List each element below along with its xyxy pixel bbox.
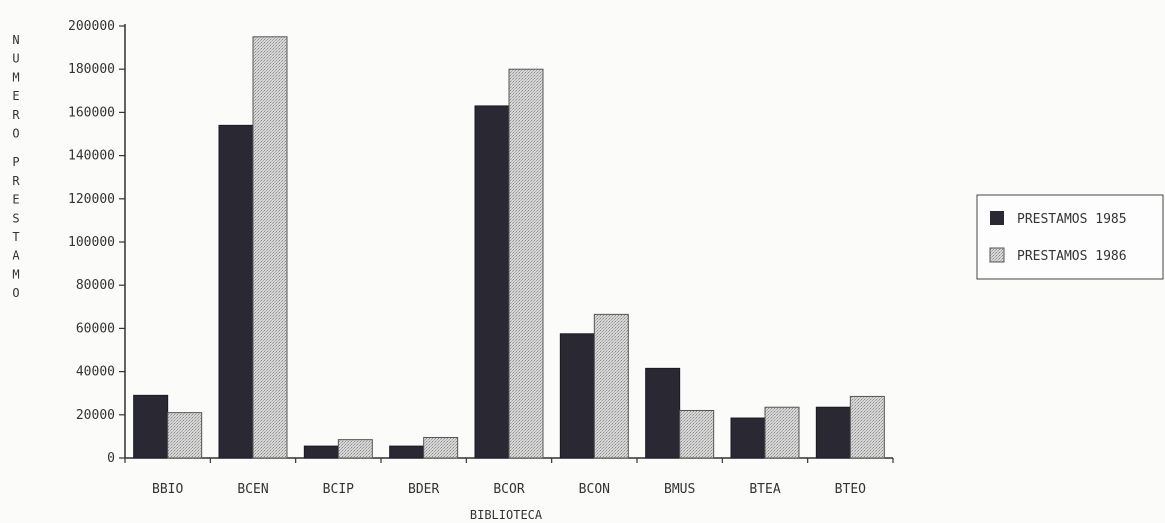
y-tick-label: 40000 xyxy=(76,365,115,380)
y-axis-ticks: 0 20000 40000 60000 80000 100000 120000 140000 1… xyxy=(68,19,125,466)
y-tick-label: 160000 xyxy=(68,105,115,120)
y-axis-title-letter: E xyxy=(12,89,19,103)
category-label: BCOR xyxy=(493,482,524,497)
bar-bder-1986 xyxy=(423,436,459,459)
bars xyxy=(133,36,885,459)
bar-bcon-1986 xyxy=(593,313,629,459)
bar-bcen-1986 xyxy=(252,36,288,459)
y-axis-title-letter: P xyxy=(12,155,19,169)
y-axis-title-letter: T xyxy=(12,230,19,244)
y-tick-label: 20000 xyxy=(76,408,115,423)
category-label: BDER xyxy=(408,482,439,497)
y-tick-label: 120000 xyxy=(68,192,115,207)
y-axis-title-letter: R xyxy=(12,108,20,122)
bar-bcor-1986 xyxy=(508,68,544,459)
y-axis-title-letter: S xyxy=(12,211,19,225)
legend-label-1986: PRESTAMOS 1986 xyxy=(1017,249,1127,264)
category-label: BCON xyxy=(579,482,610,497)
bar-bcip-1986 xyxy=(337,439,373,459)
bar-bteo-1986 xyxy=(849,395,885,459)
category-label: BCIP xyxy=(323,482,354,497)
bar-btea-1985 xyxy=(730,417,766,459)
bar-bmus-1986 xyxy=(679,409,715,459)
category-labels: BBIO BCEN BCIP BDER BCOR BCON BMUS BTEA BTEO xyxy=(152,482,866,497)
y-tick-label: 180000 xyxy=(68,62,115,77)
bar-bteo-1985 xyxy=(815,406,851,459)
x-axis-title: BIBLIOTECA xyxy=(470,508,543,522)
y-axis-title-letter: M xyxy=(12,70,19,84)
y-axis-title-letter: A xyxy=(12,249,20,263)
y-tick-label: 100000 xyxy=(68,235,115,250)
category-label: BTEO xyxy=(835,482,866,497)
legend: PRESTAMOS 1985 PRESTAMOS 1986 xyxy=(976,194,1164,280)
legend-swatch-1985 xyxy=(990,211,1004,225)
category-label: BBIO xyxy=(152,482,183,497)
bar-bder-1985 xyxy=(389,445,425,459)
y-axis-title-letter: E xyxy=(12,193,19,207)
y-tick-label: 140000 xyxy=(68,149,115,164)
bar-bcen-1985 xyxy=(218,124,254,459)
bar-bmus-1985 xyxy=(645,367,681,459)
legend-label-1985: PRESTAMOS 1985 xyxy=(1017,212,1127,227)
y-axis-title-letter: N xyxy=(12,33,19,47)
y-tick-label: 80000 xyxy=(76,278,115,293)
bar-bbio-1985 xyxy=(133,394,169,459)
legend-box xyxy=(976,194,1164,280)
category-label: BTEA xyxy=(749,482,780,497)
category-label: BCEN xyxy=(237,482,268,497)
bar-bcip-1985 xyxy=(303,445,339,459)
bar-bbio-1986 xyxy=(167,412,203,459)
bar-btea-1986 xyxy=(764,406,800,459)
y-axis-title-letter: O xyxy=(12,127,19,141)
x-axis-ticks xyxy=(124,458,894,463)
y-tick-label: 200000 xyxy=(68,19,115,34)
category-label: BMUS xyxy=(664,482,695,497)
y-axis-title-letter: U xyxy=(12,52,19,66)
y-axis-title-letter: O xyxy=(12,286,19,300)
y-axis-title-letter: M xyxy=(12,267,19,281)
bar-bcor-1985 xyxy=(474,105,510,459)
y-axis-title-letter: R xyxy=(12,174,20,188)
legend-swatch-1986 xyxy=(989,247,1005,263)
y-tick-label: 60000 xyxy=(76,321,115,336)
bar-bcon-1985 xyxy=(559,333,595,459)
y-tick-label: 0 xyxy=(107,451,115,466)
